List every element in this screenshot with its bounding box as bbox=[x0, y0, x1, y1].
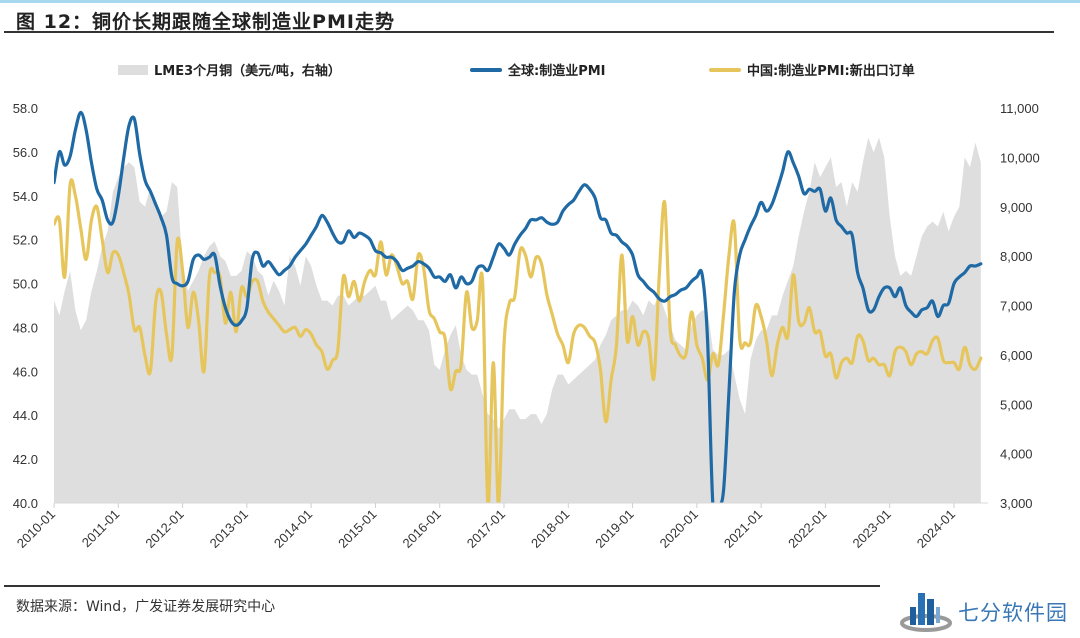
legend-label-china-export: 中国:制造业PMI:新出口订单 bbox=[747, 64, 915, 79]
series-area-lme-copper bbox=[54, 137, 981, 503]
watermark: 七分软件园 bbox=[898, 585, 1078, 633]
series-line-global-pmi bbox=[54, 110, 983, 503]
x-tick-label: 2018-01 bbox=[528, 507, 572, 551]
x-tick-label: 2011-01 bbox=[79, 507, 123, 551]
x-tick-label: 2021-01 bbox=[721, 507, 765, 551]
y-tick-label-left: 46.0 bbox=[13, 364, 38, 379]
area-layer bbox=[54, 137, 981, 503]
y-tick-label-right: 9,000 bbox=[1000, 200, 1033, 215]
legend-label-global-pmi: 全球:制造业PMI bbox=[508, 64, 606, 79]
title-bar: 图 12：铜价长期跟随全球制造业PMI走势 bbox=[0, 0, 1080, 33]
y-tick-label-right: 3,000 bbox=[1000, 496, 1033, 511]
y-tick-label-right: 11,000 bbox=[1000, 101, 1039, 116]
legend-swatch-area bbox=[118, 64, 148, 75]
y-tick-label-left: 50.0 bbox=[13, 277, 38, 292]
legend-item-china-export: 中国:制造业PMI:新出口订单 bbox=[709, 60, 915, 79]
x-tick-label: 2023-01 bbox=[849, 507, 893, 551]
series-line-china-export bbox=[54, 178, 983, 503]
y-tick-label-right: 10,000 bbox=[1000, 150, 1040, 165]
footer-divider bbox=[4, 585, 880, 587]
y-tick-label-left: 54.0 bbox=[13, 189, 38, 204]
chart-plot: 58.0 56.0 54.0 52.0 50.0 48.0 46.0 44.0 42.0 40.0… bbox=[13, 101, 1040, 551]
y-tick-label-left: 42.0 bbox=[13, 452, 38, 467]
source-note: 数据来源：Wind，广发证券发展研究中心 bbox=[16, 599, 276, 615]
y-tick-label-right: 5,000 bbox=[1000, 397, 1033, 412]
x-tick-label: 2015-01 bbox=[335, 507, 379, 551]
x-tick-label: 2016-01 bbox=[399, 507, 443, 551]
y-tick-label-left: 40.0 bbox=[13, 496, 38, 511]
x-tick-label: 2013-01 bbox=[207, 507, 251, 551]
legend-label-lme-copper: LME3个月铜（美元/吨，右轴） bbox=[154, 64, 341, 79]
legend-swatch-global-pmi bbox=[470, 67, 502, 72]
x-tick-label: 2017-01 bbox=[464, 507, 508, 551]
x-tick-label: 2020-01 bbox=[657, 507, 701, 551]
y-tick-label-left: 58.0 bbox=[13, 101, 38, 116]
y-tick-label-left: 56.0 bbox=[13, 145, 38, 160]
figure-title: 图 12：铜价长期跟随全球制造业PMI走势 bbox=[16, 11, 395, 33]
y-tick-label-left: 44.0 bbox=[13, 408, 38, 423]
legend-item-global-pmi: 全球:制造业PMI bbox=[470, 60, 606, 79]
x-tick-label: 2014-01 bbox=[271, 507, 315, 551]
legend-item-lme-copper: LME3个月铜（美元/吨，右轴） bbox=[118, 60, 341, 79]
y-tick-label-right: 7,000 bbox=[1000, 299, 1033, 314]
y-tick-label-right: 6,000 bbox=[1000, 348, 1033, 363]
title-divider bbox=[4, 31, 1054, 33]
y-tick-label-left: 52.0 bbox=[13, 233, 38, 248]
watermark-text: 七分软件园 bbox=[958, 601, 1068, 625]
line-layer bbox=[54, 110, 983, 503]
watermark-logo-icon bbox=[900, 593, 952, 632]
x-tick-label: 2022-01 bbox=[785, 507, 829, 551]
y-tick-label-left: 48.0 bbox=[13, 320, 38, 335]
x-tick-label: 2010-01 bbox=[14, 507, 58, 551]
y-tick-label-right: 4,000 bbox=[1000, 447, 1033, 462]
x-tick-label: 2012-01 bbox=[142, 507, 186, 551]
x-tick-label: 2024-01 bbox=[914, 507, 958, 551]
legend-swatch-china-export bbox=[709, 67, 741, 72]
chart-legend: LME3个月铜（美元/吨，右轴） 全球:制造业PMI 中国:制造业PMI:新出口… bbox=[0, 60, 1080, 82]
x-tick-label: 2019-01 bbox=[592, 507, 636, 551]
y-tick-label-right: 8,000 bbox=[1000, 249, 1033, 264]
